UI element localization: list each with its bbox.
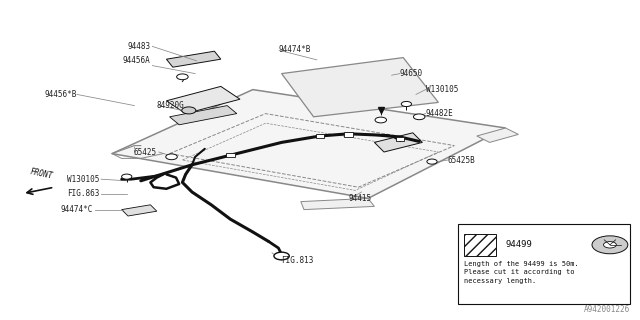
Text: 94474*C: 94474*C: [60, 205, 93, 214]
Text: W130105: W130105: [67, 175, 99, 184]
Text: FIG.813: FIG.813: [282, 256, 314, 265]
Circle shape: [604, 242, 616, 248]
Text: A942001226: A942001226: [584, 305, 630, 314]
Bar: [226, 153, 235, 157]
Circle shape: [182, 107, 196, 114]
Polygon shape: [301, 198, 374, 210]
Text: 94456*B: 94456*B: [44, 90, 77, 99]
Polygon shape: [477, 128, 518, 142]
Text: 65425: 65425: [134, 148, 157, 156]
Circle shape: [401, 101, 412, 107]
Circle shape: [122, 174, 132, 179]
Bar: [344, 132, 353, 137]
Bar: [396, 137, 404, 141]
Text: 65425B: 65425B: [448, 156, 476, 164]
Bar: [316, 134, 324, 138]
Text: 94456A: 94456A: [123, 56, 150, 65]
Text: FRONT: FRONT: [29, 167, 54, 181]
Text: 94482E: 94482E: [426, 109, 453, 118]
Polygon shape: [374, 133, 422, 152]
Polygon shape: [282, 58, 438, 117]
Text: W130105: W130105: [426, 85, 458, 94]
Circle shape: [375, 117, 387, 123]
Text: 94474*B: 94474*B: [278, 45, 311, 54]
Text: 94499: 94499: [506, 240, 532, 249]
Text: 84920G: 84920G: [157, 101, 184, 110]
Circle shape: [427, 159, 437, 164]
Polygon shape: [122, 205, 157, 216]
Circle shape: [413, 114, 425, 120]
Circle shape: [274, 252, 289, 260]
Text: 94483: 94483: [127, 42, 150, 51]
Bar: [458, 224, 630, 304]
Text: Length of the 94499 is 50m.
Please cut it according to
necessary length.: Length of the 94499 is 50m. Please cut i…: [464, 261, 579, 284]
Bar: [464, 234, 496, 256]
Circle shape: [166, 154, 177, 160]
Text: FIG.863: FIG.863: [67, 189, 99, 198]
Text: 94650: 94650: [400, 69, 423, 78]
Polygon shape: [166, 51, 221, 67]
Polygon shape: [170, 106, 237, 125]
Polygon shape: [112, 90, 506, 198]
Polygon shape: [166, 86, 240, 114]
Circle shape: [592, 236, 628, 254]
Circle shape: [177, 74, 188, 80]
Text: 94415: 94415: [349, 194, 372, 203]
